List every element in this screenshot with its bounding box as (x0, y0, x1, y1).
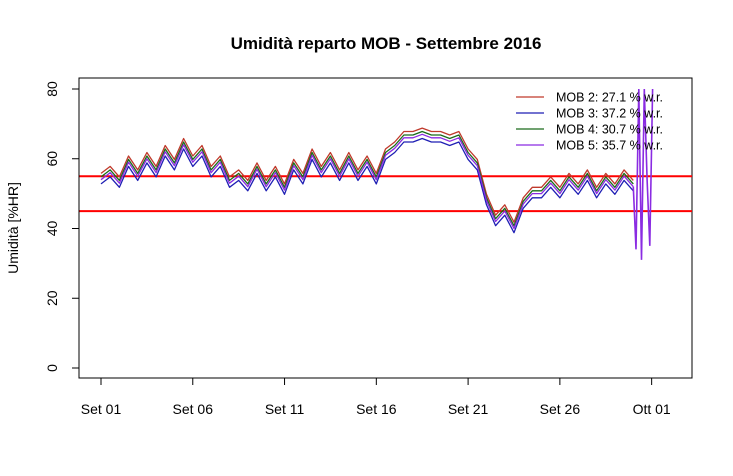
x-tick-label: Ott 01 (633, 401, 671, 417)
legend: MOB 2: 27.1 % w.r. MOB 3: 37.2 % w.r. MOB … (516, 91, 663, 153)
x-axis: Set 01 Set 06 Set 11 Set 16 Set 21 Set 26 Ott … (81, 377, 671, 417)
chart-title: Umidità reparto MOB - Settembre 2016 (231, 34, 542, 53)
y-axis-label: Umidità [%HR] (5, 182, 21, 274)
series-line-mob-5 (100, 133, 634, 230)
y-tick-label: 40 (44, 221, 60, 237)
legend-label: MOB 3: 37.2 % w.r. (556, 107, 663, 121)
y-tick-label: 80 (44, 81, 60, 97)
y-tick-label: 0 (44, 364, 60, 372)
y-tick-label: 20 (44, 290, 60, 306)
x-tick-label: Set 21 (448, 401, 489, 417)
legend-label: MOB 5: 35.7 % w.r. (556, 139, 663, 153)
series-lines (100, 88, 654, 260)
legend-label: MOB 2: 27.1 % w.r. (556, 91, 663, 105)
y-axis: 0 20 40 60 80 (44, 81, 80, 372)
series-line-mob-3 (100, 137, 634, 234)
series-spikes (632, 88, 654, 260)
legend-label: MOB 4: 30.7 % w.r. (556, 123, 663, 137)
x-tick-label: Set 06 (173, 401, 214, 417)
y-tick-label: 60 (44, 151, 60, 167)
series-line-mob-4 (100, 130, 634, 227)
series-line-mob-2 (100, 127, 634, 223)
x-tick-label: Set 16 (356, 401, 397, 417)
x-tick-label: Set 11 (265, 401, 305, 417)
reference-lines (79, 175, 692, 213)
x-tick-label: Set 01 (81, 401, 122, 417)
x-tick-label: Set 26 (540, 401, 581, 417)
